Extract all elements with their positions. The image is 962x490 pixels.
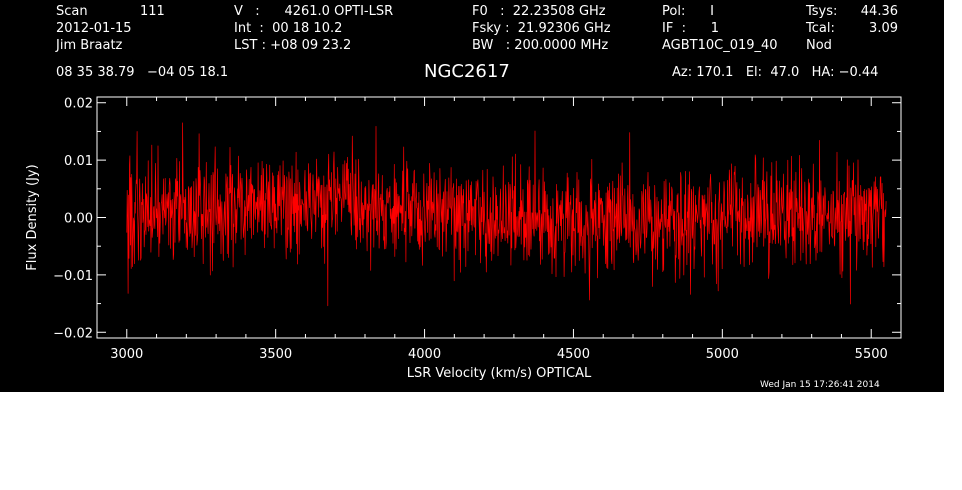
y-tick-label: −0.01 xyxy=(53,269,93,284)
velocity-readout: V : 4261.0 OPTI-LSR xyxy=(234,4,394,19)
bandwidth-readout: BW : 200.0000 MHz xyxy=(472,38,609,53)
spectrum-chart: 3000 3500 4000 4500 5000 5500 −0.02 −0.01 0.00 0.… xyxy=(25,96,902,381)
plot-timestamp: Wed Jan 15 17:26:41 2014 xyxy=(760,380,880,390)
x-tick-label: 5500 xyxy=(855,347,888,362)
spectrum-trace xyxy=(126,122,887,307)
polarization: Pol: I xyxy=(662,4,714,19)
y-tick-label: 0.02 xyxy=(64,97,93,112)
x-tick-label: 3500 xyxy=(259,347,292,362)
tcal-label: Tcal: xyxy=(806,21,835,36)
sky-frequency: Fsky : 21.92306 GHz xyxy=(472,21,611,36)
rest-frequency: F0 : 22.23508 GHz xyxy=(472,4,606,19)
y-tick-label: 0.00 xyxy=(64,212,93,227)
y-tick-label: 0.01 xyxy=(64,154,93,169)
scan-number: 111 xyxy=(140,4,165,19)
y-tick-label: −0.02 xyxy=(53,326,93,341)
integration-time: Int : 00 18 10.2 xyxy=(234,21,343,36)
y-axis-label: Flux Density (Jy) xyxy=(25,164,40,270)
tsys-value: 44.36 xyxy=(860,4,898,19)
project-id: AGBT10C_019_40 xyxy=(662,38,778,53)
lst-readout: LST : +08 09 23.2 xyxy=(234,38,352,53)
x-tick-label: 3000 xyxy=(110,347,143,362)
tcal-value: 3.09 xyxy=(869,21,898,36)
x-tick-label: 4000 xyxy=(408,347,441,362)
observer-name: Jim Braatz xyxy=(56,38,123,53)
scan-label: Scan xyxy=(56,4,88,19)
source-name: NGC2617 xyxy=(424,61,510,82)
tsys-label: Tsys: xyxy=(806,4,838,19)
x-axis-label: LSR Velocity (km/s) OPTICAL xyxy=(407,366,592,381)
pointing-readout: Az: 170.1 El: 47.0 HA: −0.44 xyxy=(672,65,879,80)
source-coordinates: 08 35 38.79 −04 05 18.1 xyxy=(56,65,229,80)
x-tick-label: 5000 xyxy=(706,347,739,362)
observation-date: 2012-01-15 xyxy=(56,21,132,36)
if-number: IF : 1 xyxy=(662,21,720,36)
observing-mode: Nod xyxy=(806,38,832,53)
x-tick-label: 4500 xyxy=(557,347,590,362)
